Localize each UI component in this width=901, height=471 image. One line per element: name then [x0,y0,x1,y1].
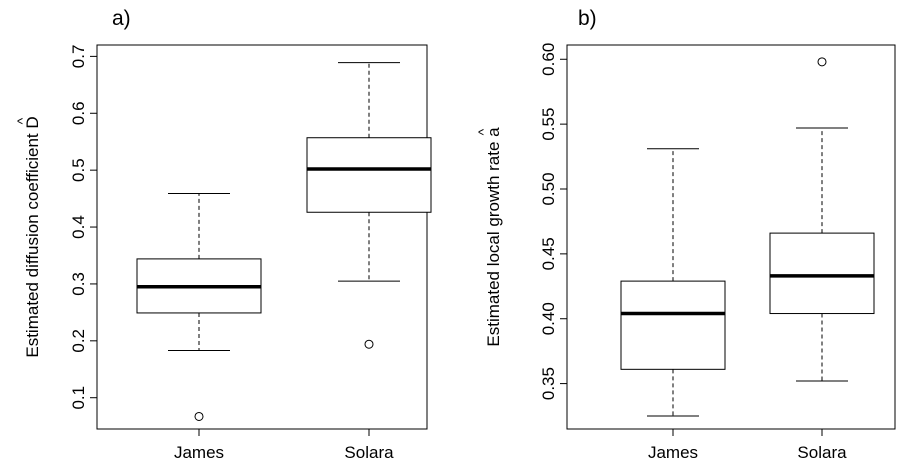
y-tick-label: 0.4 [69,215,88,239]
y-tick-label: 0.5 [69,158,88,182]
plot-frame [96,44,428,430]
y-tick-label: 0.1 [69,386,88,410]
y-tick-label: 0.50 [539,172,558,205]
box-solara [306,62,432,349]
box-solara [769,57,875,382]
iqr-box [306,137,432,213]
y-axis-label-text: Estimated diffusion coefficient [23,129,42,358]
outlier-point [194,411,204,421]
y-tick-label: 0.60 [539,43,558,76]
y-tick-label: 0.45 [539,237,558,270]
iqr-box [620,280,726,370]
plot-frame [566,44,896,430]
y-axis-label-symbol: a [484,127,503,137]
y-axis-label-hat: ^ [475,128,491,135]
x-tick-label: Solara [797,443,847,462]
y-axis-label-text: Estimated local growth rate [484,137,503,347]
panel-label: b) [578,7,597,30]
y-tick-label: 0.6 [69,101,88,125]
panel-label: a) [112,7,131,30]
x-tick-label: James [648,443,698,462]
x-tick-label: Solara [344,443,394,462]
outlier-point [364,339,374,349]
y-axis-label-symbol: D [23,116,42,128]
y-tick-label: 0.7 [69,45,88,69]
y-tick-label: 0.35 [539,367,558,400]
y-tick-label: 0.55 [539,108,558,141]
x-tick-label: James [174,443,224,462]
y-axis-label: Estimated diffusion coefficient D^ [14,116,42,357]
box-james [620,148,726,417]
y-axis-label-hat: ^ [14,117,30,124]
y-tick-label: 0.3 [69,272,88,296]
iqr-box [769,232,875,315]
y-tick-label: 0.2 [69,329,88,353]
y-tick-label: 0.40 [539,302,558,335]
y-axis-label: Estimated local growth rate a^ [475,127,503,347]
box-james [136,192,262,421]
panel-b: b) 0.35 0.40 0.45 0.50 0.55 0.60 James Solara Est… [475,7,896,462]
panel-a: a) 0.1 0.2 0.3 0.4 0.5 0.6 0.7 James Solara Estima… [14,7,432,462]
outlier-point [817,57,827,67]
